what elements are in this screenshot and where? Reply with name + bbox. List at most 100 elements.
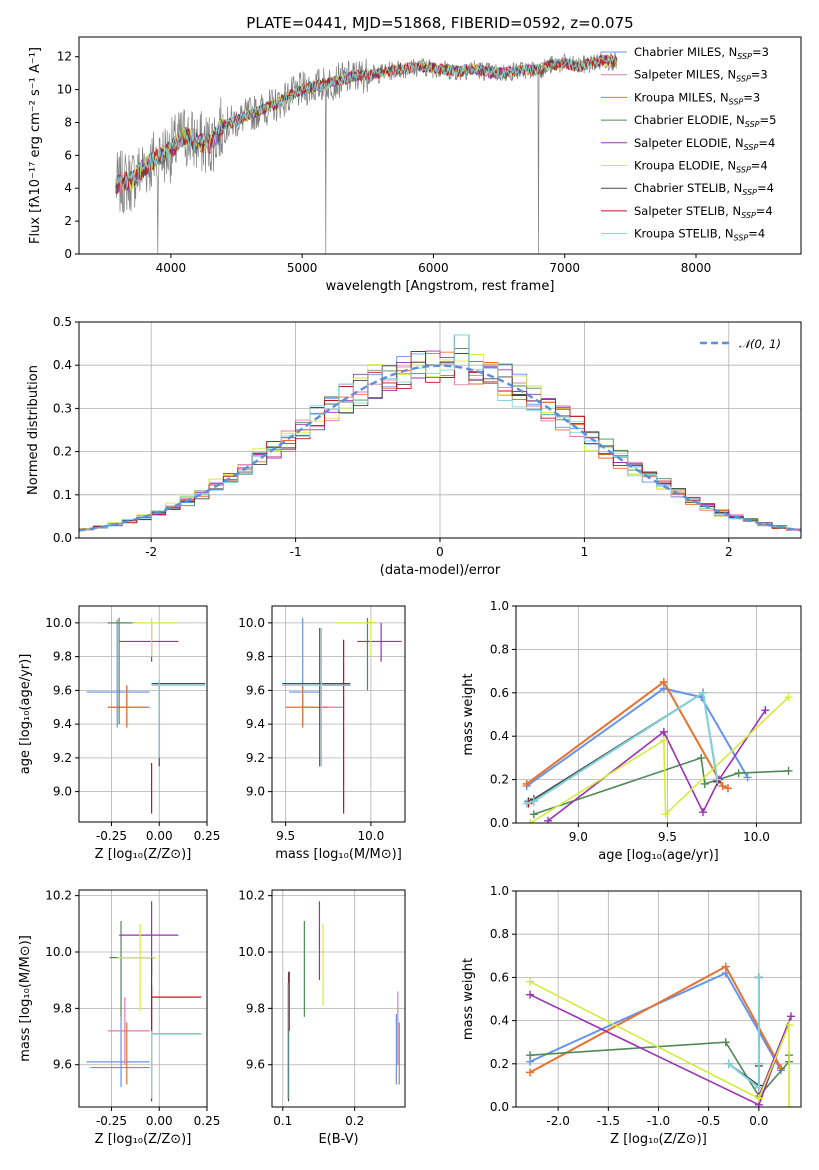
y-tick-label: 1.0 [490, 599, 509, 613]
y-tick-label: 9.2 [246, 751, 265, 765]
mass-vs-metallicity-panel: -0.25 0.00 0.25 9.6 9.8 10.0 10.2 Z [log₁₀(Z/Z⊙… [18, 889, 220, 1147]
x-tick-label: 0 [436, 545, 444, 559]
legend-entry: Salpeter STELIB, NSSP=4 [634, 204, 773, 220]
x-axis-label: mass [log₁₀(M/M⊙)] [275, 847, 402, 862]
x-axis-label: Z [log₁₀(Z/Z⊙)] [95, 847, 192, 862]
x-tick-label: -1 [290, 545, 302, 559]
y-tick-label: 9.6 [246, 683, 265, 697]
y-tick-label: 10.0 [45, 616, 72, 630]
weight-line [529, 980, 790, 1107]
y-tick-label: 2 [64, 214, 72, 228]
x-tick-label: -0.25 [96, 829, 127, 843]
weight-marker [526, 977, 535, 986]
y-tick-label: 0.5 [53, 315, 72, 329]
y-tick-label: 8 [64, 115, 72, 129]
weight-marker [529, 797, 538, 806]
age-vs-mass-panel: 9.5 10.0 9.0 9.2 9.4 9.6 9.8 10.0 mass [log₁₀(M/… [238, 605, 406, 862]
residuals-panel: -2 -1 0 1 2 0.0 0.1 0.2 0.3 0.4 0.5 (data-model)/er… [26, 315, 802, 578]
legend-entry: Salpeter ELODIE, NSSP=4 [634, 136, 775, 152]
legend-entry: Salpeter MILES, NSSP=3 [634, 68, 768, 84]
weight-marker [526, 990, 535, 999]
residual-histogram [79, 334, 801, 530]
model-spectrum [115, 54, 617, 191]
x-tick-label: 8000 [681, 261, 712, 275]
weight-line [526, 691, 719, 805]
weight-marker [699, 808, 708, 817]
y-tick-label: 10.0 [45, 945, 72, 959]
weight-marker [761, 706, 770, 715]
weight-line [526, 680, 729, 790]
y-tick-label: 0 [64, 247, 72, 261]
y-tick-label: 4 [64, 181, 72, 195]
x-tick-label: 5000 [287, 261, 318, 275]
figure-title: PLATE=0441, MJD=51868, FIBERID=0592, z=0… [246, 14, 633, 32]
y-tick-label: 0.4 [490, 1014, 509, 1028]
weight-marker [754, 1083, 763, 1092]
y-tick-label: 1.0 [490, 884, 509, 898]
weight-marker [723, 784, 732, 793]
legend-entry: Kroupa ELODIE, NSSP=4 [634, 159, 768, 175]
axes-frame [78, 605, 208, 823]
weight-line [529, 696, 790, 823]
weight-marker [721, 962, 730, 971]
x-tick-label: -0.5 [697, 1114, 720, 1128]
y-tick-label: 10.0 [238, 616, 265, 630]
weight-marker [529, 810, 538, 819]
y-tick-label: 0.6 [490, 686, 509, 700]
x-tick-label: 6000 [418, 261, 449, 275]
weight-marker [713, 775, 722, 784]
y-axis-label: mass weight [461, 958, 476, 1040]
x-tick-label: -0.25 [96, 1114, 127, 1128]
age-vs-metallicity-panel: -0.25 0.00 0.25 9.0 9.2 9.4 9.6 9.8 10.0 Z [log₁₀… [18, 605, 220, 862]
y-tick-label: 9.8 [246, 1001, 265, 1015]
gaussian-curve [79, 364, 801, 532]
axes-frame [78, 36, 802, 255]
x-axis-label: Z [log₁₀(Z/Z⊙)] [95, 1132, 192, 1147]
y-tick-label: 9.6 [246, 1058, 265, 1072]
axes-frame [271, 889, 406, 1108]
weight-line [526, 687, 749, 787]
weight-series [522, 677, 793, 823]
weight-line [529, 993, 792, 1106]
weight-marker [526, 819, 535, 823]
y-axis-label: Normed distribution [26, 365, 41, 495]
x-tick-label: -2 [145, 545, 157, 559]
histograms [79, 334, 801, 532]
y-tick-label: 0.0 [490, 816, 509, 830]
y-tick-label: 9.4 [53, 717, 72, 731]
weight-marker [754, 1094, 763, 1103]
legend-entry: Kroupa STELIB, NSSP=4 [634, 227, 765, 243]
x-axis-label: (data-model)/error [380, 563, 501, 578]
y-tick-label: 0.2 [53, 445, 72, 459]
x-tick-label: 2 [725, 545, 733, 559]
error-bars [282, 617, 402, 814]
weight-line [728, 977, 760, 1087]
x-tick-label: 9.0 [569, 830, 588, 844]
y-tick-label: 12 [57, 50, 72, 64]
weight-marker [786, 1012, 795, 1021]
weight-marker [526, 1051, 535, 1060]
y-tick-label: 9.8 [246, 650, 265, 664]
spectrum-legend: Chabrier MILES, NSSP=3 Salpeter MILES, NS… [601, 45, 776, 243]
weight-series [526, 962, 795, 1107]
x-tick-label: 1 [581, 545, 589, 559]
x-tick-label: 10.0 [358, 829, 385, 843]
weight-marker [784, 693, 793, 702]
y-tick-label: 10 [57, 83, 72, 97]
x-tick-label: 7000 [549, 261, 580, 275]
mass-vs-ebv-panel: 0.1 0.2 9.6 9.8 10.0 10.2 E(B-V) [238, 889, 406, 1147]
x-tick-label: 10.0 [743, 830, 770, 844]
y-tick-label: 0.8 [490, 927, 509, 941]
y-tick-label: 9.8 [53, 650, 72, 664]
y-tick-label: 0.1 [53, 488, 72, 502]
y-tick-label: 9.2 [53, 751, 72, 765]
axes-frame [271, 605, 406, 823]
axes-frame [78, 889, 208, 1108]
weight-line [529, 965, 782, 1074]
x-tick-label: 0.00 [146, 829, 173, 843]
axes-frame [515, 605, 802, 824]
y-tick-label: 0.2 [490, 1057, 509, 1071]
weight-marker [544, 816, 553, 823]
weight-marker [522, 779, 531, 788]
weight-marker [743, 773, 752, 782]
